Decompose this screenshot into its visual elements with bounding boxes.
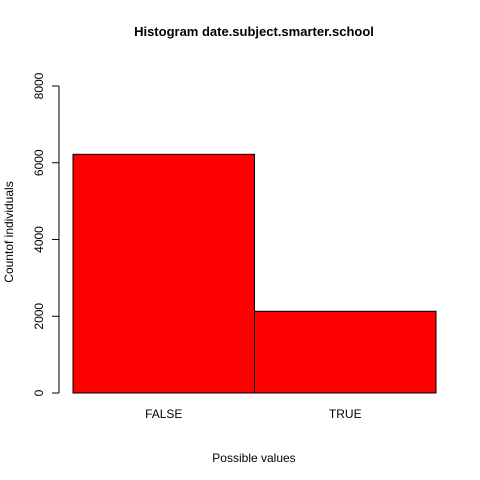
bar-false bbox=[72, 153, 255, 394]
bars-group bbox=[72, 153, 437, 394]
y-axis-label: Countof individuals bbox=[2, 181, 16, 282]
x-tick-label-false: FALSE bbox=[145, 407, 182, 421]
y-tick-label: 8000 bbox=[32, 72, 46, 99]
x-tick-labels: FALSE TRUE bbox=[145, 407, 362, 421]
y-tick-label: 2000 bbox=[32, 303, 46, 330]
y-tick-label: 0 bbox=[32, 389, 46, 396]
y-axis: 0 2000 4000 6000 8000 bbox=[32, 72, 60, 396]
y-tick-label: 4000 bbox=[32, 226, 46, 253]
chart-title: Histogram date.subject.smarter.school bbox=[134, 24, 374, 39]
x-axis-label: Possible values bbox=[212, 451, 295, 465]
y-tick-label: 6000 bbox=[32, 149, 46, 176]
x-tick-label-true: TRUE bbox=[329, 407, 362, 421]
bar-true bbox=[254, 310, 437, 394]
